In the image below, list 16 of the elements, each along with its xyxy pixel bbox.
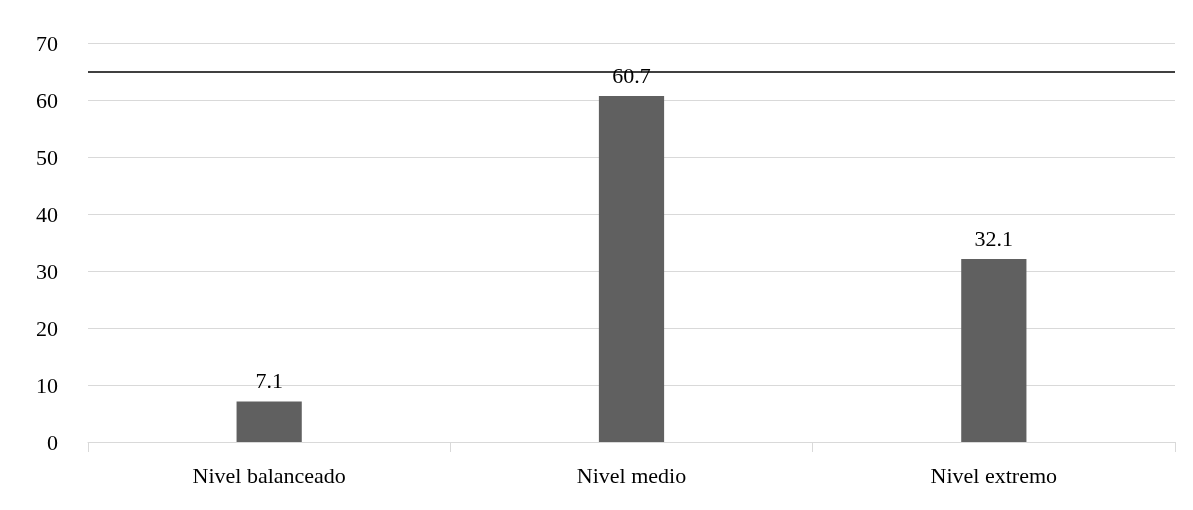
y-tick-label: 40	[36, 201, 58, 227]
x-tick-label: Nivel balanceado	[192, 462, 346, 488]
x-tick-label: Nivel medio	[576, 462, 687, 488]
data-label: 7.1	[255, 368, 283, 394]
y-tick-label: 60	[36, 87, 58, 113]
y-tick-label: 0	[47, 429, 58, 455]
bar	[236, 401, 302, 442]
y-tick-label: 10	[36, 372, 58, 398]
bar	[961, 259, 1027, 442]
y-tick-label: 50	[36, 144, 58, 170]
y-tick-label: 30	[36, 258, 58, 284]
data-label: 32.1	[974, 225, 1014, 251]
y-tick-label: 70	[36, 30, 58, 56]
y-tick-label: 20	[36, 315, 58, 341]
bar	[598, 96, 665, 442]
x-tick-label: Nivel extremo	[930, 462, 1058, 488]
